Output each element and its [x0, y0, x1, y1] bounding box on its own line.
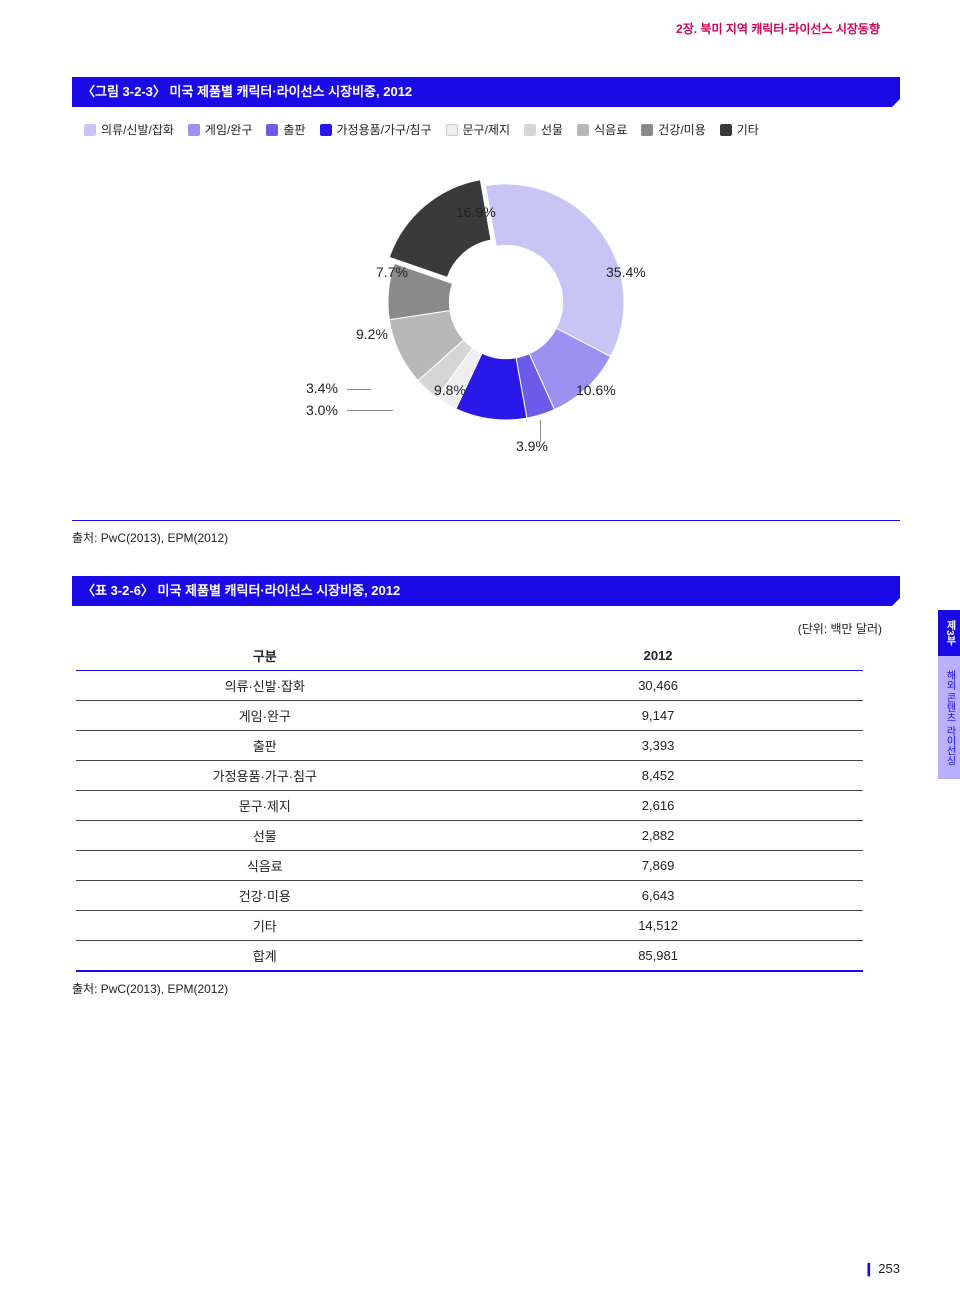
table-unit-note: (단위: 백만 달러) — [72, 620, 882, 637]
table-cell-category: 문구·제지 — [76, 791, 454, 821]
legend-label: 가정용품/가구/침구 — [337, 121, 432, 138]
table-cell-category: 건강·미용 — [76, 881, 454, 911]
legend-swatch — [577, 124, 589, 136]
table-cell-category: 합계 — [76, 941, 454, 972]
legend-label: 출판 — [283, 121, 305, 138]
leader-line — [347, 410, 393, 411]
table-cell-value: 85,981 — [454, 941, 863, 972]
slice-percent-label: 3.0% — [306, 402, 338, 418]
slice-percent-label: 7.7% — [376, 264, 408, 280]
table-row: 건강·미용6,643 — [76, 881, 863, 911]
legend-item: 선물 — [524, 121, 563, 138]
table-cell-value: 6,643 — [454, 881, 863, 911]
page-number: ❙ 253 — [863, 1261, 900, 1277]
table-row: 게임·완구9,147 — [76, 701, 863, 731]
leader-line — [540, 420, 541, 442]
table-cell-value: 14,512 — [454, 911, 863, 941]
table-cell-value: 9,147 — [454, 701, 863, 731]
section-side-tab: 제3부 해외 콘텐츠 라이선싱 — [938, 610, 960, 779]
table-cell-category: 출판 — [76, 731, 454, 761]
slice-percent-label: 9.2% — [356, 326, 388, 342]
table-row: 합계85,981 — [76, 941, 863, 972]
legend-label: 의류/신발/잡화 — [101, 121, 174, 138]
legend-item: 문구/제지 — [446, 121, 511, 138]
table-cell-category: 게임·완구 — [76, 701, 454, 731]
slice-percent-label: 35.4% — [606, 264, 646, 280]
table-cell-value: 8,452 — [454, 761, 863, 791]
legend-swatch — [320, 124, 332, 136]
table-cell-category: 가정용품·가구·침구 — [76, 761, 454, 791]
legend-label: 기타 — [737, 121, 759, 138]
table-cell-value: 7,869 — [454, 851, 863, 881]
figure-title-bar: 〈그림 3-2-3〉 미국 제품별 캐릭터·라이선스 시장비중, 2012 — [72, 77, 900, 107]
table-row: 선물2,882 — [76, 821, 863, 851]
legend-item: 식음료 — [577, 121, 627, 138]
slice-percent-label: 9.8% — [434, 382, 466, 398]
table-row: 기타14,512 — [76, 911, 863, 941]
legend-swatch — [720, 124, 732, 136]
table-cell-value: 2,882 — [454, 821, 863, 851]
chart-legend: 의류/신발/잡화 게임/완구 출판 가정용품/가구/침구 문구/제지 선물 식음료 건강/미용… — [84, 121, 900, 138]
table-row: 문구·제지2,616 — [76, 791, 863, 821]
legend-label: 문구/제지 — [463, 121, 511, 138]
table-row: 출판3,393 — [76, 731, 863, 761]
donut-chart: 35.4% 10.6% 3.9% 9.8% 3.0% 3.4% 9.2% 7.7% 16.9% — [206, 162, 766, 502]
table-cell-category: 식음료 — [76, 851, 454, 881]
legend-item: 기타 — [720, 121, 759, 138]
figure-title: 〈그림 3-2-3〉 미국 제품별 캐릭터·라이선스 시장비중, 2012 — [82, 84, 412, 99]
slice-percent-label: 16.9% — [456, 204, 496, 220]
page-number-bar: ❙ — [863, 1261, 874, 1276]
table-cell-value: 3,393 — [454, 731, 863, 761]
slice-percent-label: 10.6% — [576, 382, 616, 398]
table-cell-value: 30,466 — [454, 671, 863, 701]
legend-swatch — [84, 124, 96, 136]
chapter-header: 2장. 북미 지역 캐릭터·라이선스 시장동향 — [72, 20, 900, 37]
slice-percent-label: 3.4% — [306, 380, 338, 396]
legend-label: 게임/완구 — [205, 121, 253, 138]
table-title: 〈표 3-2-6〉 미국 제품별 캐릭터·라이선스 시장비중, 2012 — [82, 583, 400, 598]
legend-label: 건강/미용 — [658, 121, 706, 138]
legend-item: 의류/신발/잡화 — [84, 121, 174, 138]
legend-item: 건강/미용 — [641, 121, 706, 138]
chart-underline — [72, 520, 900, 521]
donut-slice — [389, 180, 491, 278]
legend-label: 식음료 — [594, 121, 627, 138]
table-cell-value: 2,616 — [454, 791, 863, 821]
legend-swatch — [446, 124, 458, 136]
table-header-year: 2012 — [454, 641, 863, 671]
table-row: 가정용품·가구·침구8,452 — [76, 761, 863, 791]
legend-swatch — [524, 124, 536, 136]
table-source: 출처: PwC(2013), EPM(2012) — [72, 980, 900, 997]
legend-swatch — [641, 124, 653, 136]
table-header-category: 구분 — [76, 641, 454, 671]
legend-item: 게임/완구 — [188, 121, 253, 138]
leader-line — [347, 389, 371, 390]
side-tab-caption: 해외 콘텐츠 라이선싱 — [938, 656, 960, 780]
table-cell-category: 선물 — [76, 821, 454, 851]
legend-label: 선물 — [541, 121, 563, 138]
table-row: 식음료7,869 — [76, 851, 863, 881]
slice-percent-label: 3.9% — [516, 438, 548, 454]
table-row: 의류·신발·잡화30,466 — [76, 671, 863, 701]
side-tab-part: 제3부 — [938, 610, 960, 656]
table-cell-category: 의류·신발·잡화 — [76, 671, 454, 701]
data-table: 구분 2012 의류·신발·잡화30,466게임·완구9,147출판3,393가… — [76, 641, 863, 972]
table-cell-category: 기타 — [76, 911, 454, 941]
table-title-bar: 〈표 3-2-6〉 미국 제품별 캐릭터·라이선스 시장비중, 2012 — [72, 576, 900, 606]
legend-swatch — [266, 124, 278, 136]
legend-swatch — [188, 124, 200, 136]
legend-item: 가정용품/가구/침구 — [320, 121, 432, 138]
legend-item: 출판 — [266, 121, 305, 138]
page-number-value: 253 — [878, 1261, 900, 1276]
figure-source: 출처: PwC(2013), EPM(2012) — [72, 529, 900, 546]
